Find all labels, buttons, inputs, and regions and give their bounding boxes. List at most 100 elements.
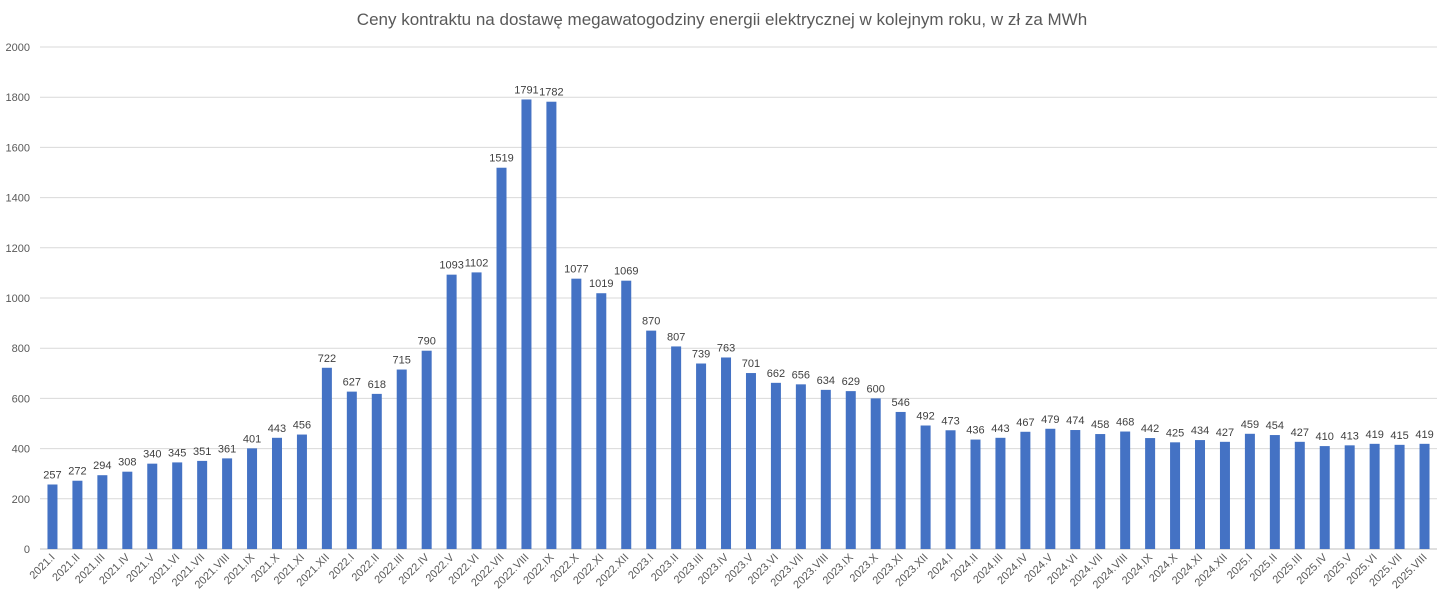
bar — [1269, 435, 1280, 549]
y-tick-label: 400 — [12, 444, 30, 456]
bar — [1195, 440, 1206, 549]
data-label: 434 — [1191, 425, 1209, 437]
data-label: 456 — [293, 420, 311, 432]
bar — [1070, 430, 1081, 549]
bar — [421, 350, 432, 549]
bar — [147, 463, 158, 549]
data-label: 618 — [368, 379, 386, 391]
bar — [47, 484, 58, 549]
chart-title: Ceny kontraktu na dostawę megawatogodzin… — [356, 10, 1088, 29]
data-label: 345 — [168, 447, 186, 459]
bar — [72, 480, 83, 549]
bar — [1294, 441, 1305, 549]
bar — [97, 475, 108, 549]
data-label: 492 — [916, 411, 934, 423]
bar — [920, 425, 931, 549]
y-tick-label: 0 — [24, 544, 30, 556]
data-label: 443 — [991, 423, 1009, 435]
bar — [496, 167, 507, 549]
data-label: 401 — [243, 433, 261, 445]
bar — [1344, 445, 1355, 549]
data-label: 459 — [1241, 419, 1259, 431]
bar — [247, 448, 258, 549]
data-label: 763 — [717, 342, 735, 354]
data-label: 634 — [817, 375, 835, 387]
bar — [1319, 446, 1330, 549]
bar — [1120, 431, 1131, 549]
data-label: 1069 — [614, 266, 638, 278]
bar — [596, 293, 607, 549]
data-label: 870 — [642, 316, 660, 328]
data-label: 627 — [343, 377, 361, 389]
data-label: 1791 — [514, 84, 538, 96]
bar — [945, 430, 956, 549]
data-label: 790 — [417, 336, 435, 348]
bar — [1244, 433, 1255, 549]
data-label: 272 — [68, 466, 86, 478]
data-label: 701 — [742, 358, 760, 370]
bar — [721, 357, 732, 549]
data-label: 415 — [1390, 430, 1408, 442]
bar — [671, 346, 682, 549]
bar — [970, 439, 981, 549]
y-tick-label: 1600 — [6, 142, 30, 154]
data-label: 351 — [193, 446, 211, 458]
bar — [446, 274, 457, 549]
data-label: 662 — [767, 368, 785, 380]
bar — [1045, 428, 1056, 549]
bar — [222, 458, 233, 549]
data-label: 308 — [118, 457, 136, 469]
data-label: 340 — [143, 449, 161, 461]
bar — [321, 367, 332, 549]
data-label: 468 — [1116, 417, 1134, 429]
data-label: 474 — [1066, 415, 1084, 427]
data-label: 715 — [393, 355, 411, 367]
bar — [1095, 434, 1106, 549]
data-label: 807 — [667, 331, 685, 343]
bar — [571, 278, 582, 549]
bar — [995, 437, 1006, 549]
data-label: 419 — [1365, 429, 1383, 441]
bar — [1394, 444, 1405, 549]
data-label: 427 — [1291, 427, 1309, 439]
bar — [271, 437, 282, 549]
data-label: 722 — [318, 353, 336, 365]
bar — [371, 393, 382, 549]
data-label: 361 — [218, 443, 236, 455]
data-label: 425 — [1166, 427, 1184, 439]
bar — [745, 373, 756, 549]
y-tick-label: 1400 — [6, 193, 30, 205]
y-tick-label: 800 — [12, 343, 30, 355]
data-label: 546 — [891, 397, 909, 409]
data-label: 656 — [792, 369, 810, 381]
bar — [1369, 443, 1380, 549]
data-label: 257 — [43, 469, 61, 481]
data-label: 1077 — [564, 264, 588, 276]
data-label: 739 — [692, 349, 710, 361]
data-label: 629 — [842, 376, 860, 388]
bar — [172, 462, 183, 549]
bar — [296, 434, 307, 549]
bar — [870, 398, 881, 549]
data-label: 294 — [93, 460, 111, 472]
data-label: 479 — [1041, 414, 1059, 426]
bar — [795, 384, 806, 549]
bar — [770, 382, 781, 549]
data-label: 419 — [1415, 429, 1433, 441]
bar — [1219, 441, 1230, 549]
bar — [845, 391, 856, 549]
bar — [521, 99, 532, 550]
y-tick-label: 1000 — [6, 293, 30, 305]
data-label: 1093 — [439, 260, 463, 272]
data-label: 442 — [1141, 423, 1159, 435]
data-label: 454 — [1266, 420, 1284, 432]
data-label: 1102 — [465, 257, 489, 269]
y-tick-label: 1800 — [6, 92, 30, 104]
data-label: 436 — [966, 425, 984, 437]
bar — [122, 471, 133, 549]
bar — [820, 389, 831, 549]
bar — [197, 460, 208, 549]
bar — [621, 280, 632, 549]
bar — [471, 272, 482, 549]
